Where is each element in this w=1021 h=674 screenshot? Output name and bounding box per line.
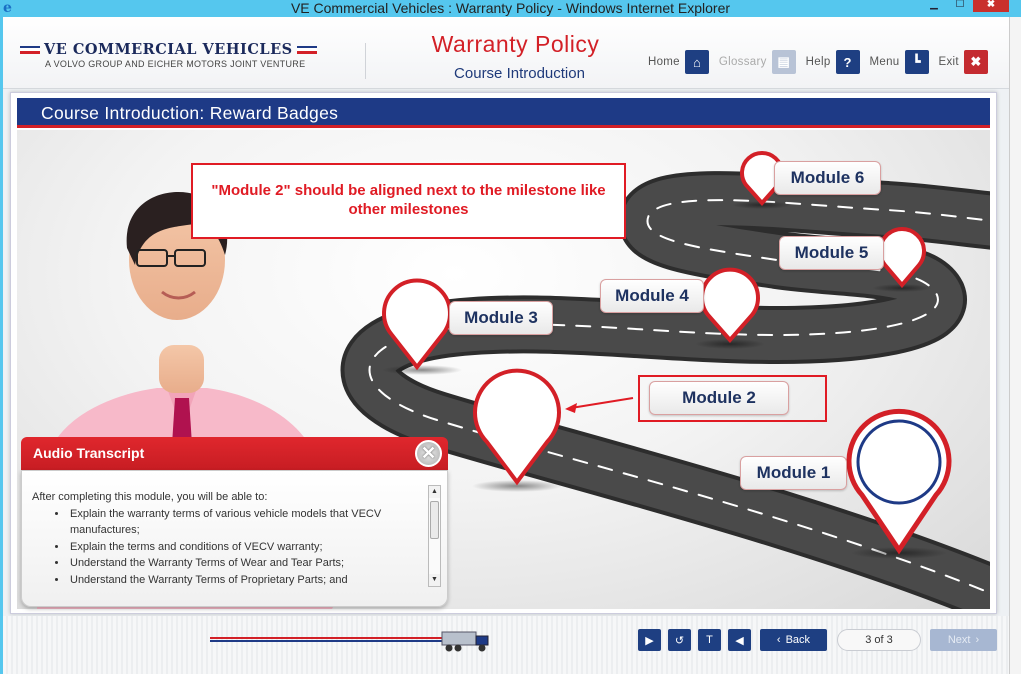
nav-glossary[interactable]: Glossary ▤	[719, 50, 796, 74]
player-footer: ▶ ↺ T ◀ ‹ Back 3 of 3 Next ›	[3, 616, 1009, 674]
transcript-intro: After completing this module, you will b…	[32, 491, 268, 503]
speaker-icon: ◀	[735, 634, 744, 647]
module-4-badge[interactable]: Module 4	[600, 279, 704, 313]
module-3-badge[interactable]: Module 3	[449, 301, 553, 335]
transcript-item: Explain the terms and conditions of VECV…	[68, 539, 422, 556]
chevron-right-icon: ›	[975, 634, 980, 646]
exit-icon[interactable]: ✖	[963, 50, 988, 74]
window-title: VE Commercial Vehicles : Warranty Policy…	[290, 0, 731, 16]
nav-help[interactable]: Help ?	[806, 50, 860, 74]
transcript-scrollbar[interactable]: ▲ ▼	[428, 485, 441, 587]
slide-stage: Module 1 Module 2 Module 3 Module 4 Modu…	[17, 130, 990, 609]
replay-button[interactable]: ↺	[668, 629, 691, 651]
background-window-edge	[1009, 17, 1021, 674]
course-subtitle: Course Introduction	[454, 65, 585, 82]
nav-menu-label: Menu	[869, 56, 900, 68]
close-window-button[interactable]: ✖	[973, 0, 1009, 12]
course-title: Warranty Policy	[431, 31, 600, 57]
transcript-header: Audio Transcript ✕	[21, 437, 448, 470]
module-2-badge[interactable]: Module 2	[649, 381, 789, 415]
window-border	[0, 17, 3, 674]
nav-menu[interactable]: Menu ┗	[870, 50, 929, 74]
review-annotation-text: "Module 2" should be aligned next to the…	[211, 182, 606, 218]
audio-transcript-panel: Audio Transcript ✕ After completing this…	[21, 437, 448, 607]
logo-text: VE COMMERCIAL VEHICLES	[44, 41, 293, 58]
module-5-badge[interactable]: Module 5	[779, 236, 884, 270]
chevron-left-icon: ‹	[776, 634, 781, 646]
transcript-text: After completing this module, you will b…	[32, 489, 422, 588]
slide-title-bar: Course Introduction: Reward Badges	[17, 98, 990, 128]
replay-icon: ↺	[674, 634, 685, 647]
back-label: Back	[785, 634, 811, 646]
maximize-button[interactable]: ☐	[955, 0, 965, 10]
minimize-button[interactable]: ▁	[930, 0, 938, 10]
vecv-logo: VE COMMERCIAL VEHICLES A VOLVO GROUP AND…	[20, 41, 350, 69]
transcript-item: Understand the Warranty Terms of Wear an…	[68, 555, 422, 572]
module-1-badge[interactable]: Module 1	[740, 456, 847, 490]
transcript-list: Explain the warranty terms of various ve…	[68, 506, 422, 589]
transcript-body: After completing this module, you will b…	[21, 470, 448, 607]
truck-progress-icon	[441, 631, 489, 652]
nav-home[interactable]: Home ⌂	[648, 50, 709, 74]
course-progress-bar	[210, 637, 486, 642]
transcript-icon: T	[706, 634, 713, 646]
window-titlebar: e VE Commercial Vehicles : Warranty Poli…	[0, 0, 1021, 17]
logo-stripe-icon	[20, 45, 40, 54]
logo-stripe-icon	[296, 45, 317, 54]
transcript-item: Understand the Warranty Terms of Proprie…	[68, 572, 422, 589]
nav-exit-label: Exit	[938, 56, 959, 68]
scroll-down-icon[interactable]: ▼	[429, 574, 440, 586]
annotation-highlight-box	[638, 375, 827, 422]
top-nav: Home ⌂ Glossary ▤ Help ? Menu ┗ Exit ✖	[648, 50, 998, 74]
play-button[interactable]: ▶	[638, 629, 661, 651]
help-icon[interactable]: ?	[835, 50, 860, 74]
slide-frame: Course Introduction: Reward Badges	[10, 92, 997, 614]
nav-exit[interactable]: Exit ✖	[939, 50, 988, 74]
nav-glossary-label: Glossary	[718, 56, 767, 68]
review-annotation: "Module 2" should be aligned next to the…	[191, 163, 626, 239]
app-header: VE COMMERCIAL VEHICLES A VOLVO GROUP AND…	[3, 17, 1009, 89]
page-indicator: 3 of 3	[837, 629, 921, 651]
transcript-title: Audio Transcript	[33, 445, 145, 461]
logo-tagline: A VOLVO GROUP AND EICHER MOTORS JOINT VE…	[45, 59, 306, 69]
next-label: Next	[947, 634, 971, 646]
menu-icon[interactable]: ┗	[904, 50, 929, 74]
module-6-badge[interactable]: Module 6	[774, 161, 881, 195]
audio-button[interactable]: ◀	[728, 629, 751, 651]
window-controls: ▁ ☐ ✖	[921, 0, 1009, 12]
back-button[interactable]: ‹ Back	[760, 629, 827, 651]
transcript-button[interactable]: T	[698, 629, 721, 651]
scroll-up-icon[interactable]: ▲	[429, 486, 440, 498]
slide-title: Course Introduction: Reward Badges	[41, 103, 339, 123]
home-icon[interactable]: ⌂	[684, 50, 709, 74]
glossary-icon[interactable]: ▤	[771, 50, 796, 74]
transcript-item: Explain the warranty terms of various ve…	[68, 506, 422, 539]
next-button[interactable]: Next ›	[930, 629, 997, 651]
nav-home-label: Home	[648, 56, 680, 68]
close-icon[interactable]: ✕	[415, 440, 442, 467]
scroll-thumb[interactable]	[430, 501, 439, 539]
nav-help-label: Help	[805, 56, 831, 68]
ie-icon: e	[3, 0, 12, 16]
play-icon: ▶	[645, 634, 654, 647]
header-divider	[365, 43, 366, 79]
